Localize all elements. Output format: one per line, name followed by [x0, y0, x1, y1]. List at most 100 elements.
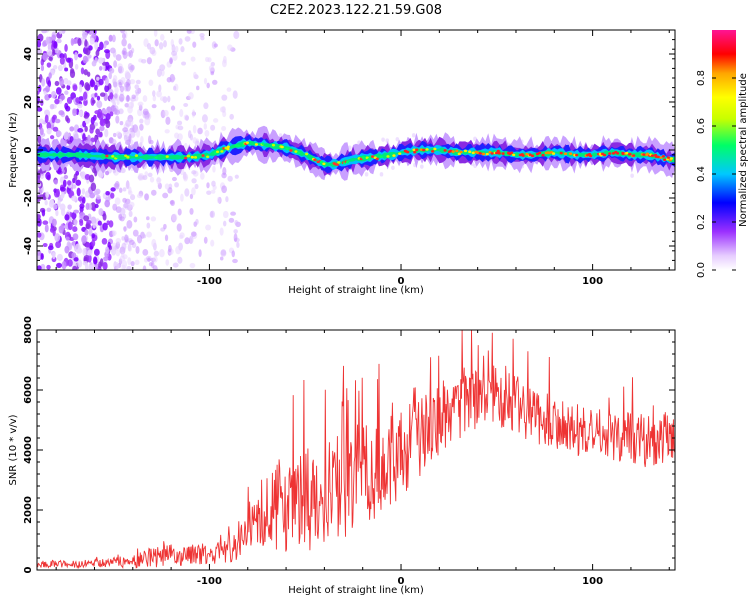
spectrogram-noise-cell [176, 120, 183, 126]
spectrogram-peak-cell [575, 153, 579, 157]
spectrogram-noise-cell [40, 64, 45, 72]
spectrogram-peak-cell [459, 150, 463, 154]
spectrogram-noise-cell [194, 183, 199, 190]
spectrogram-peak-cell [111, 155, 115, 158]
spectrogram-noise-cell [159, 64, 166, 71]
spectrogram-noise-cell [221, 172, 227, 179]
spectrogram-noise-cell [137, 101, 144, 107]
spectrogram-noise-cell [188, 235, 194, 245]
spectrogram-noise-cell [220, 250, 227, 257]
spectrogram-axes: -100 0 100 -40 -20 0 20 40 [23, 29, 675, 287]
spectrogram-noise-cell [103, 256, 109, 262]
spectrogram-noise-cell [65, 105, 71, 112]
spectrogram-noise-cell [98, 57, 104, 64]
spectrogram-noise-cell [110, 47, 116, 54]
spectrogram-noise-cell [84, 39, 88, 47]
spectrogram-noise-cell [96, 195, 101, 200]
spectrogram-noise-cell [163, 109, 169, 117]
spectrogram-noise-cell [110, 187, 116, 192]
spectrogram-noise-cell [80, 67, 85, 75]
spectrogram-peak-cell [201, 154, 205, 157]
spectrogram-noise-cell [129, 65, 134, 73]
spectrogram-noise-cell [37, 90, 40, 95]
spectrogram-noise-cell [139, 123, 144, 131]
spectrogram-peak-cell [663, 158, 667, 162]
spectrogram-noise-cell [181, 61, 187, 66]
spectrogram-noise-cell [72, 109, 77, 117]
spectrogram-noise-cell [121, 32, 127, 40]
spectrogram-peak-cell [213, 151, 217, 155]
spectrogram-noise-cell [177, 256, 183, 264]
spectrogram-noise-cell [122, 127, 129, 133]
spectrogram-noise-cell [72, 265, 77, 270]
spectrogram-noise-cell [66, 57, 72, 63]
spectrogram-noise-cell [411, 133, 416, 138]
spectrogram-noise-cell [57, 64, 63, 72]
spectrogram-noise-cell [117, 66, 124, 74]
spectrogram-noise-cell [174, 132, 180, 139]
spectrogram-peak-cell [371, 155, 375, 158]
spectrogram-noise-cell [47, 80, 52, 88]
colorbar-tick-label: 0.2 [696, 214, 707, 230]
spectrogram-noise-cell [151, 104, 157, 109]
spectrogram-noise-cell [150, 216, 157, 222]
spectrogram-noise-cell [209, 211, 214, 218]
spectrogram-peak-cell [510, 151, 514, 155]
spectrogram-noise-cell [82, 55, 88, 64]
spectrogram-noise-cell [128, 49, 133, 58]
spectrogram-noise-cell [171, 176, 177, 182]
spectrogram-noise-cell [128, 210, 133, 218]
spectrogram-noise-cell [95, 49, 100, 57]
spectrogram-noise-cell [114, 86, 119, 95]
spectrogram-noise-cell [54, 233, 61, 242]
spectrogram-noise-cell [38, 188, 42, 197]
spectrogram-noise-cell [146, 43, 152, 50]
spectrogram-noise-cell [44, 114, 49, 124]
spectrogram-noise-cell [38, 84, 42, 93]
spectrogram-noise-cell [121, 242, 127, 251]
spectrogram-noise-cell [142, 249, 149, 256]
spectrogram-noise-cell [86, 71, 91, 77]
spectrogram-noise-cell [59, 77, 64, 87]
spectrogram-peak-cell [482, 152, 486, 156]
spectrogram-peak-cell [569, 152, 573, 156]
spectrogram-noise-cell [227, 44, 233, 51]
spectrogram-noise-cell [153, 255, 158, 263]
spectrogram-noise-cell [51, 90, 57, 99]
spectrogram-peak-cell [220, 150, 224, 153]
spectrogram-noise-cell [102, 222, 108, 231]
spectrogram-noise-cell [71, 212, 77, 220]
spectrogram-peak-cell [126, 155, 130, 159]
spectrogram-noise-cell [59, 94, 66, 101]
spectrogram-noise-cell [102, 213, 107, 221]
spectrogram-noise-cell [71, 38, 78, 45]
spectrogram-noise-cell [115, 131, 121, 137]
spectrogram-noise-cell [228, 217, 235, 223]
spectrogram-noise-cell [163, 40, 167, 48]
spectrogram-noise-cell [119, 255, 126, 262]
spectrogram-noise-cell [44, 224, 49, 233]
spectrogram-noise-cell [46, 207, 52, 213]
spectrogram-noise-cell [95, 188, 101, 195]
spectrogram-noise-cell [183, 114, 189, 121]
spectrogram-noise-cell [212, 165, 216, 173]
spectrogram-noise-cell [151, 189, 157, 196]
spectrogram-noise-cell [196, 85, 200, 91]
spectrogram-peak-cell [659, 156, 663, 159]
spectrogram-peak-cell [245, 141, 249, 144]
spectrogram-noise-cell [473, 136, 477, 142]
spectrogram-noise-cell [58, 30, 62, 35]
spectrogram-noise-cell [156, 90, 162, 98]
spectrogram-noise-cell [222, 110, 227, 118]
spectrogram-noise-cell [395, 137, 400, 142]
spectrogram-noise-cell [82, 247, 87, 257]
spectrogram-y-tick-label: -40 [23, 237, 34, 255]
snr-x-tick-label: 0 [398, 576, 405, 587]
spectrogram-noise-cell [221, 185, 227, 194]
spectrogram-peak-cell [494, 151, 499, 155]
snr-y-tick-label: 2000 [23, 496, 34, 524]
spectrogram-noise-cell [166, 77, 172, 83]
spectrogram-noise-cell [191, 170, 197, 175]
spectrogram-noise-cell [192, 137, 197, 144]
spectrogram-noise-cell [221, 125, 227, 132]
